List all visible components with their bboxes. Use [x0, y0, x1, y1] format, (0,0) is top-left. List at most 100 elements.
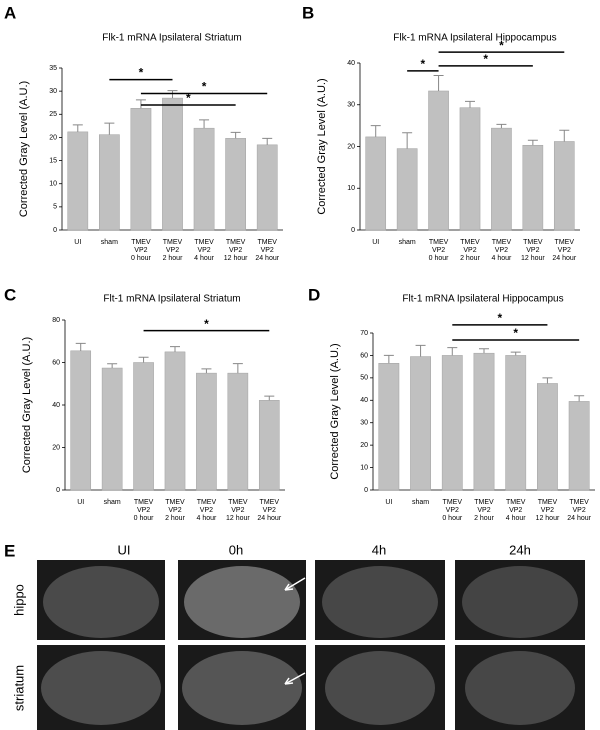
- x-tick-label: UI: [77, 499, 84, 506]
- bar: [70, 350, 92, 491]
- bar: [365, 136, 387, 231]
- y-axis-label: Corrected Gray Level (A.U.): [21, 337, 33, 473]
- bar: [396, 148, 418, 231]
- error-bar: [167, 90, 178, 99]
- y-axis-label: Corrected Gray Level (A.U.): [18, 81, 30, 217]
- panel-label: A: [4, 3, 16, 22]
- panel-label: E: [4, 541, 15, 560]
- error-bar: [262, 137, 273, 145]
- bar: [133, 362, 154, 491]
- error-bar: [170, 346, 180, 352]
- y-tick-label: 0: [351, 227, 355, 234]
- y-tick-label: 60: [360, 352, 368, 359]
- panel-label: B: [302, 3, 314, 22]
- error-bar: [232, 363, 243, 374]
- x-tick-label: TMEV VP2 24 hour: [255, 239, 279, 262]
- bar: [164, 351, 186, 491]
- y-tick-label: 80: [52, 317, 60, 324]
- error-bar: [75, 342, 86, 351]
- chart-title: Flk-1 mRNA Ipsilateral Striatum: [102, 33, 241, 44]
- bar: [459, 107, 481, 231]
- y-tick-label: 0: [364, 487, 368, 494]
- bar: [162, 97, 183, 231]
- x-tick-label: TMEV VP2 12 hour: [226, 499, 250, 522]
- error-bar: [230, 131, 241, 139]
- error-bar: [402, 132, 413, 149]
- panel-e-images: [37, 560, 585, 730]
- x-tick-label: TMEV VP2 12 hour: [536, 499, 560, 522]
- panel-label: D: [308, 285, 320, 304]
- error-bar: [201, 368, 212, 374]
- y-tick-label: 0: [56, 487, 60, 494]
- significance-label: *: [139, 66, 144, 80]
- error-bar: [559, 129, 570, 142]
- bar: [256, 144, 278, 231]
- y-tick-label: 20: [347, 143, 355, 150]
- x-tick-label: sham: [399, 239, 416, 246]
- x-tick-label: TMEV VP2 4 hour: [196, 499, 217, 522]
- bar: [522, 144, 544, 231]
- x-tick-label: UI: [74, 239, 81, 246]
- x-tick-label: TMEV VP2 24 hour: [567, 499, 591, 522]
- significance-label: *: [202, 80, 207, 94]
- bar: [473, 352, 495, 491]
- significance-label: *: [498, 311, 503, 325]
- y-tick-label: 30: [49, 88, 57, 95]
- y-tick-label: 70: [360, 330, 368, 337]
- y-tick-label: 40: [360, 397, 368, 404]
- x-tick-label: TMEV VP2 2 hour: [165, 499, 186, 522]
- x-tick-label: TMEV VP2 4 hour: [194, 239, 215, 262]
- column-label: 0h: [229, 542, 243, 557]
- y-tick-label: 0: [53, 227, 57, 234]
- error-bar: [72, 124, 83, 132]
- x-tick-label: TMEV VP2 2 hour: [460, 239, 481, 262]
- significance-label: *: [483, 52, 488, 66]
- y-tick-label: 30: [360, 420, 368, 427]
- x-tick-label: TMEV VP2 24 hour: [552, 239, 576, 262]
- bar: [225, 138, 246, 231]
- y-tick-label: 50: [360, 375, 368, 382]
- error-bar: [383, 354, 394, 364]
- significance-label: *: [204, 317, 209, 331]
- x-tick-label: sham: [104, 499, 121, 506]
- x-tick-label: TMEV VP2 12 hour: [224, 239, 248, 262]
- error-bar: [264, 395, 275, 401]
- error-bar: [574, 395, 585, 402]
- x-tick-label: TMEV VP2 12 hour: [521, 239, 545, 262]
- x-tick-label: TMEV VP2 0 hour: [429, 239, 450, 262]
- y-tick-label: 20: [360, 442, 368, 449]
- significance-label: *: [513, 326, 518, 340]
- x-tick-label: TMEV VP2 4 hour: [491, 239, 512, 262]
- bar: [130, 108, 152, 231]
- y-tick-label: 10: [360, 464, 368, 471]
- bar: [378, 363, 400, 491]
- error-bar: [433, 75, 444, 91]
- y-tick-label: 35: [49, 65, 57, 72]
- x-tick-label: TMEV VP2 0 hour: [134, 499, 155, 522]
- chart-title: Flt-1 mRNA Ipsilateral Hippocampus: [402, 294, 563, 305]
- x-tick-label: TMEV VP2 0 hour: [442, 499, 463, 522]
- x-tick-label: sham: [412, 499, 429, 506]
- bar: [491, 127, 512, 231]
- y-tick-label: 15: [49, 157, 57, 164]
- bar: [99, 134, 120, 231]
- row-label: hippo: [11, 584, 26, 616]
- error-bar: [370, 125, 381, 137]
- bar: [441, 355, 463, 491]
- x-tick-label: TMEV VP2 24 hour: [257, 499, 281, 522]
- x-tick-label: UI: [385, 499, 392, 506]
- y-tick-label: 40: [347, 60, 355, 67]
- y-tick-label: 25: [49, 111, 57, 118]
- x-tick-label: sham: [101, 239, 118, 246]
- error-bar: [447, 347, 458, 356]
- bar: [193, 127, 215, 231]
- bar: [568, 401, 590, 491]
- bar: [410, 356, 431, 491]
- panel-label: C: [4, 285, 16, 304]
- error-bar: [199, 119, 210, 129]
- y-tick-label: 5: [53, 204, 57, 211]
- bar: [227, 372, 249, 491]
- bar: [101, 367, 123, 491]
- bar: [537, 383, 558, 491]
